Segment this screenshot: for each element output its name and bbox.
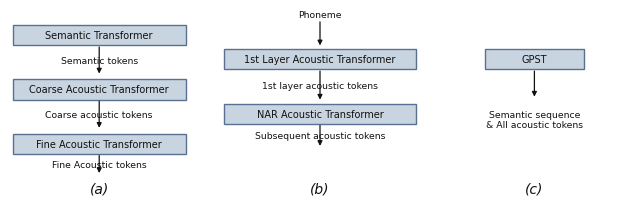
Text: NAR Acoustic Transformer: NAR Acoustic Transformer [257,109,383,119]
FancyBboxPatch shape [13,26,186,46]
Text: GPST: GPST [522,55,547,65]
Text: (c): (c) [525,182,543,196]
FancyBboxPatch shape [224,50,416,70]
Text: (b): (b) [310,182,330,196]
Text: Semantic sequence
& All acoustic tokens: Semantic sequence & All acoustic tokens [486,110,583,130]
FancyBboxPatch shape [485,50,584,70]
Text: (a): (a) [90,182,109,196]
FancyBboxPatch shape [224,104,416,124]
Text: Phoneme: Phoneme [298,11,342,19]
Text: 1st Layer Acoustic Transformer: 1st Layer Acoustic Transformer [244,55,396,65]
FancyBboxPatch shape [13,80,186,100]
Text: 1st layer acoustic tokens: 1st layer acoustic tokens [262,82,378,90]
FancyBboxPatch shape [13,134,186,154]
Text: Semantic Transformer: Semantic Transformer [45,31,153,41]
Text: Fine Acoustic tokens: Fine Acoustic tokens [52,161,147,169]
Text: Semantic tokens: Semantic tokens [61,57,138,65]
Text: Fine Acoustic Transformer: Fine Acoustic Transformer [36,139,162,149]
Text: Subsequent acoustic tokens: Subsequent acoustic tokens [255,132,385,140]
Text: Coarse Acoustic Transformer: Coarse Acoustic Transformer [29,85,169,95]
Text: Coarse acoustic tokens: Coarse acoustic tokens [45,111,153,119]
